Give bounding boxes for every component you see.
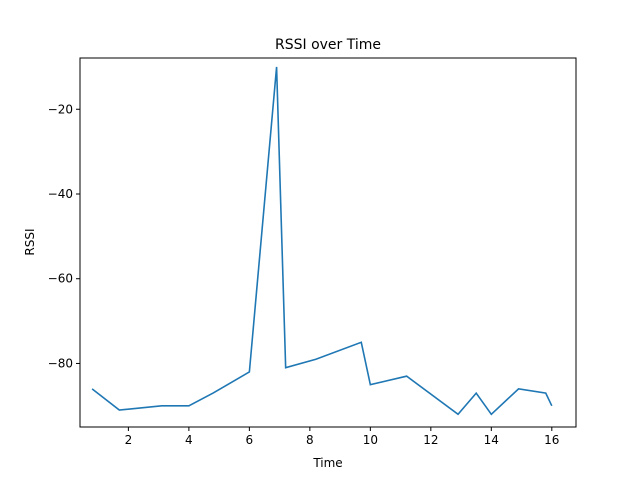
y-tick-label: −20 xyxy=(48,102,73,116)
x-tick-label: 12 xyxy=(423,433,438,447)
x-axis-label: Time xyxy=(312,456,342,470)
y-tick-label: −40 xyxy=(48,187,73,201)
x-tick-label: 16 xyxy=(544,433,559,447)
y-tick-label: −80 xyxy=(48,356,73,370)
y-tick-label: −60 xyxy=(48,272,73,286)
y-axis-ticks: −80 −60 −40 −20 xyxy=(48,102,80,370)
x-tick-label: 2 xyxy=(125,433,133,447)
y-axis-label: RSSI xyxy=(23,228,37,255)
series-group xyxy=(91,66,553,416)
x-tick-label: 6 xyxy=(246,433,254,447)
plot-area-frame xyxy=(79,57,577,428)
series-line xyxy=(91,66,553,416)
x-tick-label: 10 xyxy=(363,433,378,447)
x-tick-label: 8 xyxy=(306,433,314,447)
x-axis-ticks: 2 4 6 8 10 12 14 16 xyxy=(125,427,559,447)
x-tick-label: 14 xyxy=(484,433,499,447)
x-tick-label: 4 xyxy=(185,433,193,447)
chart-title: RSSI over Time xyxy=(275,37,381,53)
